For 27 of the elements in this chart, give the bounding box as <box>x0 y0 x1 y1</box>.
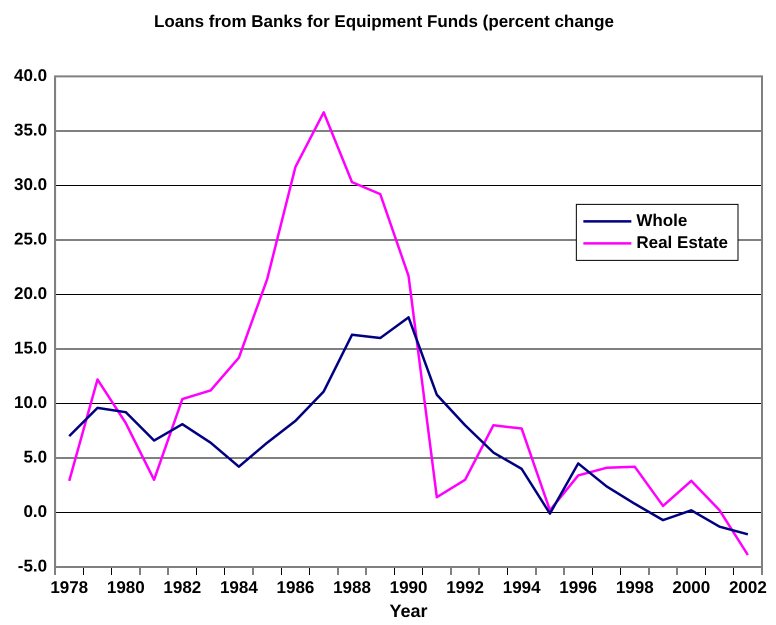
x-tick-label: 2002 <box>728 578 767 597</box>
legend-label: Whole <box>636 211 688 230</box>
x-axis-title: Year <box>390 601 428 622</box>
y-tick-label: 5.0 <box>23 448 48 467</box>
x-tick-label: 1984 <box>220 578 258 597</box>
x-tick-label: 1986 <box>276 578 314 597</box>
y-tick-label: 40.0 <box>14 66 48 86</box>
y-tick-label: 10.0 <box>14 393 48 412</box>
x-tick-label: 1998 <box>616 578 654 597</box>
legend-label: Real Estate <box>636 233 728 252</box>
x-tick-label: 1992 <box>446 578 484 597</box>
x-tick-label: 1980 <box>106 578 145 597</box>
y-tick-label: 0.0 <box>23 502 48 522</box>
x-tick-label: 1978 <box>50 578 88 597</box>
x-tick-label: 1982 <box>163 578 202 597</box>
x-tick-label: 1994 <box>502 578 542 597</box>
x-tick-label: 1996 <box>559 578 598 597</box>
y-tick-label: 35.0 <box>14 120 48 140</box>
y-tick-label: -5.0 <box>18 556 48 576</box>
x-tick-label: 1988 <box>333 578 371 597</box>
y-tick-label: 20.0 <box>14 284 48 304</box>
y-tick-label: 30.0 <box>14 175 48 194</box>
x-tick-label: 1990 <box>390 578 428 597</box>
chart-title: Loans from Banks for Equipment Funds (percent change <box>154 12 614 31</box>
x-tick-label: 2000 <box>672 578 710 597</box>
y-tick-label: 15.0 <box>14 338 48 358</box>
y-tick-label: 25.0 <box>14 230 48 249</box>
